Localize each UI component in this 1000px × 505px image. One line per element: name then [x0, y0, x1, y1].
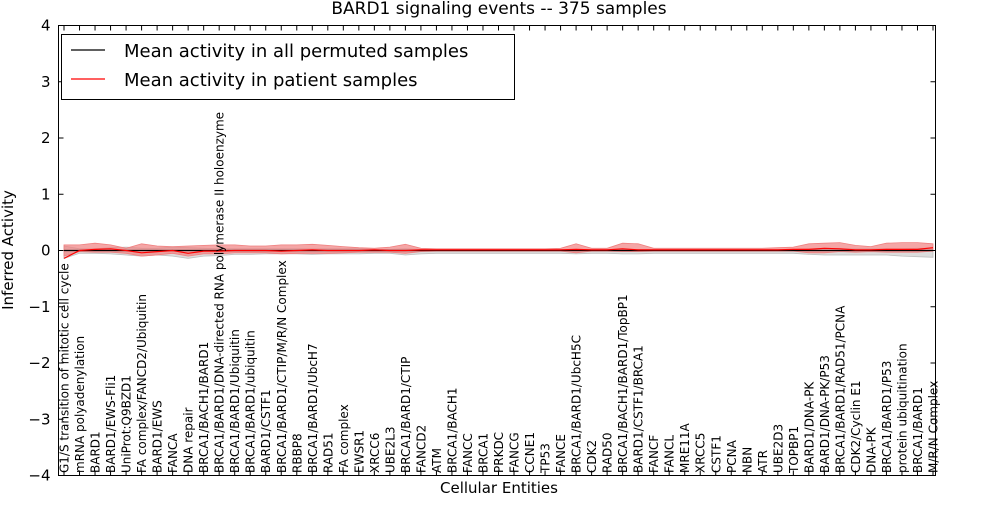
line-series-1: [63, 247, 934, 259]
x-tick-label: FANCD2: [414, 425, 428, 473]
x-tick-label: BRCA1/BARD1/P53: [880, 361, 894, 473]
x-tick-label: BARD1/EWS: [151, 400, 165, 473]
y-tick-label: −4: [28, 467, 50, 485]
x-tick-label: DNA-PK: [864, 426, 878, 473]
x-tick-label: BRCA1/BARD1/DNA-directed RNA polymerase …: [213, 112, 227, 473]
x-tick-label: BARD1/CSTF1: [259, 389, 273, 473]
x-tick-label: BRCA1/BARD1/ubiquitin: [244, 330, 258, 473]
x-tick-label: NBN: [740, 447, 754, 473]
x-tick-label: BRCA1/BARD1/UbcH5C: [570, 335, 584, 473]
x-tick-label: BRCA1/BARD1/Ubiquitin: [228, 329, 242, 473]
x-tick-label: FA complex/FANCD2/Ubiquitin: [135, 294, 149, 473]
x-tick-label: RBBP8: [290, 433, 304, 473]
y-tick-label: 4: [41, 17, 51, 35]
x-tick-label: XRCC5: [694, 433, 708, 473]
x-tick-label: BRCA1/BACH1/BARD1: [197, 342, 211, 473]
series-lines: [63, 247, 934, 259]
x-tick-label: BARD1: [89, 431, 103, 473]
x-tick-label: BARD1/CSTF1/BRCA1: [632, 345, 646, 473]
x-tick-label: FANCC: [461, 433, 475, 473]
x-axis-label: Cellular Entities: [440, 479, 558, 497]
legend-box: [61, 34, 515, 100]
x-tick-label: mRNA polyadenylation: [73, 336, 87, 473]
x-tick-label: BARD1/DNA-PK: [802, 381, 816, 473]
x-tick-label: BRCA1/BACH1: [445, 387, 459, 473]
x-tick-label: BRCA1/BACH1/BARD1/TopBP1: [616, 294, 630, 473]
y-tick-label: 0: [41, 242, 51, 260]
legend: Mean activity in all permuted samples Me…: [61, 34, 515, 100]
x-tick-label: BRCA1/BARD1/CTIP/M/R/N Complex: [275, 260, 289, 473]
chart-title: BARD1 signaling events -- 375 samples: [331, 0, 666, 19]
x-tick-label: CCNE1: [523, 432, 537, 473]
x-tick-label: CDK2/Cyclin E1: [849, 380, 863, 473]
x-tick-label: RAD51: [321, 432, 335, 473]
x-tick-label: XRCC6: [368, 433, 382, 473]
y-tick-label: 3: [41, 73, 51, 91]
x-axis-ticks: [63, 25, 934, 476]
x-tick-label: ATM: [430, 448, 444, 473]
x-tick-label: CSTF1: [709, 435, 723, 473]
x-tick-label: FANCL: [663, 435, 677, 473]
y-tick-label: 2: [41, 129, 51, 147]
x-tick-label: PCNA: [725, 439, 739, 473]
y-tick-label: −3: [28, 410, 50, 428]
x-tick-label: DNA repair: [182, 407, 196, 473]
x-tick-label: protein ubiquitination: [896, 343, 910, 473]
x-tick-label: BRCA1: [477, 433, 491, 473]
x-tick-label: UBE2L3: [383, 426, 397, 473]
x-tick-label: G1/S transition of mitotic cell cycle: [58, 263, 72, 473]
x-tick-label: BRCA1/BARD1: [911, 387, 925, 473]
x-tick-label: UBE2D3: [771, 424, 785, 473]
x-tick-label: FANCA: [166, 433, 180, 473]
x-tick-label: PRKDC: [492, 432, 506, 473]
x-tick-label: BARD1/DNA-PK/P53: [818, 355, 832, 473]
x-tick-label: MRE11A: [678, 422, 692, 473]
x-tick-label: CDK2: [585, 440, 599, 473]
x-tick-label: FA complex: [337, 404, 351, 473]
x-tick-label: FANCE: [554, 434, 568, 473]
x-tick-label: FANCG: [508, 432, 522, 473]
y-axis-ticks: −4 −3 −2 −1 0 1 2 3 4: [28, 17, 936, 485]
y-tick-label: −1: [28, 298, 50, 316]
x-tick-label: TOPBP1: [787, 426, 801, 474]
x-tick-label: UniProt:Q9BZD1: [120, 375, 134, 473]
y-tick-label: 1: [41, 185, 51, 203]
x-tick-label: FANCF: [647, 435, 661, 473]
x-tick-label: ATR: [756, 450, 770, 473]
y-axis-label: Inferred Activity: [0, 190, 17, 310]
x-tick-label: TP53: [539, 443, 553, 474]
x-tick-label: M/R/N Complex: [927, 381, 941, 473]
legend-label-patient: Mean activity in patient samples: [124, 70, 418, 91]
x-axis-tick-labels: G1/S transition of mitotic cell cycle mRN…: [58, 112, 941, 474]
legend-label-permuted: Mean activity in all permuted samples: [124, 41, 468, 62]
x-tick-label: BRCA1/BARD1/UbcH7: [306, 343, 320, 473]
x-tick-label: EWSR1: [352, 430, 366, 473]
x-tick-label: BRCA1/BARD1/RAD51/PCNA: [833, 305, 847, 473]
x-tick-label: BRCA1/BARD1/CTIP: [399, 357, 413, 473]
x-tick-label: BARD1/EWS-Fli1: [104, 375, 118, 473]
y-tick-label: −2: [28, 354, 50, 372]
x-tick-label: RAD50: [601, 432, 615, 473]
